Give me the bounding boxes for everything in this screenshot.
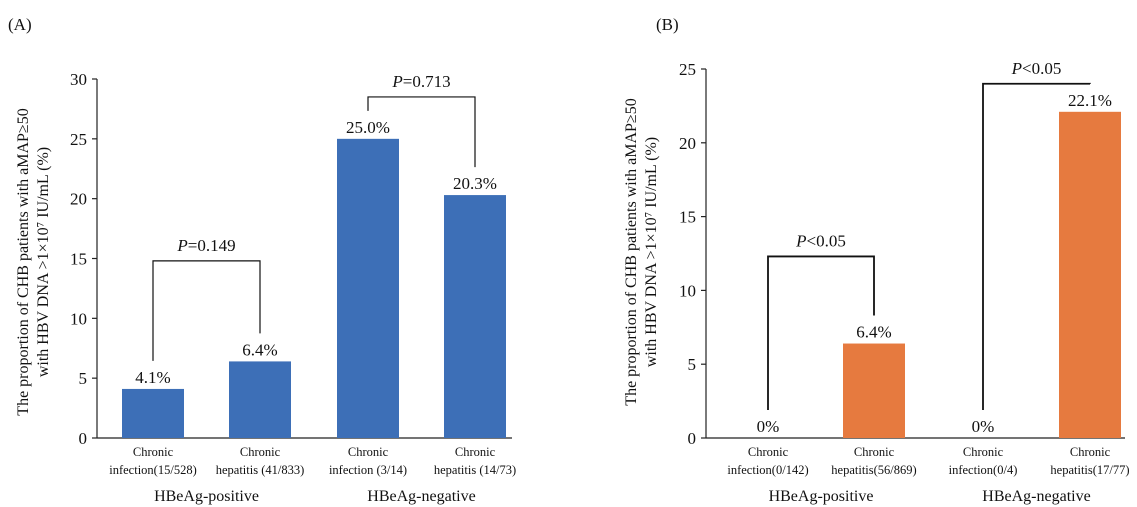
y-tick-label: 25 bbox=[70, 130, 87, 149]
bar-value-label: 0% bbox=[972, 417, 995, 436]
comparison-bracket bbox=[367, 96, 476, 168]
panel-a-ylabel-line2: with HBV DNA >1×10⁷ IU/mL (%) bbox=[35, 147, 52, 377]
y-tick-label: 0 bbox=[79, 429, 88, 448]
x-tick-label-line1: Chronic bbox=[963, 445, 1004, 459]
x-tick-label-line2: hepatitis (14/73) bbox=[434, 463, 516, 477]
comparison-bracket bbox=[152, 260, 261, 361]
x-tick-label-line2: hepatitis(17/77) bbox=[1050, 463, 1129, 477]
bar bbox=[122, 388, 184, 438]
y-tick-label: 15 bbox=[679, 208, 696, 227]
panel-b-data-labels: 0% 6.4% 0% 22.1% bbox=[757, 91, 1112, 436]
x-tick-label-line1: Chronic bbox=[455, 445, 496, 459]
y-tick-label: 30 bbox=[70, 70, 87, 89]
p-value: <0.05 bbox=[1022, 59, 1061, 78]
panel-b-comparisons: P<0.05P<0.05 bbox=[767, 59, 1091, 410]
panel-a: (A) The proportion of CHB patients with … bbox=[8, 15, 516, 505]
y-tick-label: 5 bbox=[79, 369, 88, 388]
x-tick-label-line1: Chronic bbox=[854, 445, 895, 459]
p-value: =0.149 bbox=[188, 236, 236, 255]
bar-value-label: 25.0% bbox=[346, 118, 390, 137]
x-tick-label-line1: Chronic bbox=[1070, 445, 1111, 459]
panel-b-label: (B) bbox=[656, 15, 679, 34]
y-tick-label: 15 bbox=[70, 250, 87, 269]
panel-a-bars bbox=[122, 138, 506, 439]
panel-b: (B) The proportion of CHB patients with … bbox=[623, 15, 1130, 505]
y-tick-label: 25 bbox=[679, 60, 696, 79]
bar-value-label: 22.1% bbox=[1068, 91, 1112, 110]
x-tick-label-line1: Chronic bbox=[748, 445, 789, 459]
x-tick-label-line1: Chronic bbox=[133, 445, 174, 459]
x-tick-label-line2: infection(15/528) bbox=[109, 463, 196, 477]
panel-b-ylabel-line1: The proportion of CHB patients with aMAP… bbox=[623, 98, 640, 405]
bar-value-label: 0% bbox=[757, 417, 780, 436]
group-label: HBeAg-positive bbox=[769, 488, 874, 505]
p-value-label: P<0.05 bbox=[795, 231, 846, 250]
panel-a-label: (A) bbox=[8, 15, 32, 34]
panel-a-y-ticks: 0 5 10 15 20 25 30 bbox=[70, 70, 97, 448]
bar bbox=[1059, 111, 1121, 438]
x-tick-label-line2: hepatitis(56/869) bbox=[831, 463, 916, 477]
bar bbox=[337, 138, 399, 439]
bar bbox=[444, 195, 506, 438]
panel-b-x-labels: Chronic infection(0/142) Chronic hepatitis(… bbox=[727, 445, 1129, 505]
group-label: HBeAg-negative bbox=[367, 488, 475, 505]
y-tick-label: 0 bbox=[688, 429, 697, 448]
y-tick-label: 20 bbox=[679, 134, 696, 153]
p-symbol: P bbox=[1011, 59, 1022, 78]
group-label: HBeAg-negative bbox=[982, 488, 1090, 505]
p-symbol: P bbox=[795, 231, 806, 250]
x-tick-label-line1: Chronic bbox=[348, 445, 389, 459]
y-tick-label: 5 bbox=[688, 355, 697, 374]
p-value-label: P=0.713 bbox=[391, 72, 450, 91]
y-tick-label: 10 bbox=[679, 281, 696, 300]
panel-a-x-labels: Chronic infection(15/528) Chronic hepatitis… bbox=[109, 445, 516, 505]
x-tick-label-line2: infection (3/14) bbox=[329, 463, 407, 477]
bar-value-label: 4.1% bbox=[135, 368, 170, 387]
bar-value-label: 6.4% bbox=[856, 323, 891, 342]
p-symbol: P bbox=[176, 236, 187, 255]
panel-b-bars bbox=[843, 111, 1121, 438]
comparison-bracket bbox=[982, 82, 1091, 410]
p-value-label: P=0.149 bbox=[176, 236, 235, 255]
panel-b-y-ticks: 0 5 10 15 20 25 bbox=[679, 60, 706, 448]
p-symbol: P bbox=[391, 72, 402, 91]
p-value: =0.713 bbox=[403, 72, 451, 91]
bar bbox=[843, 343, 905, 438]
comparison-bracket bbox=[767, 255, 875, 410]
panel-a-ylabel-line1: The proportion of CHB patients with aMAP… bbox=[15, 108, 32, 415]
group-label: HBeAg-positive bbox=[154, 488, 259, 505]
y-tick-label: 20 bbox=[70, 190, 87, 209]
x-tick-label-line2: infection(0/4) bbox=[949, 463, 1018, 477]
x-tick-label-line2: infection(0/142) bbox=[727, 463, 808, 477]
p-value: <0.05 bbox=[807, 231, 846, 250]
x-tick-label-line2: hepatitis (41/833) bbox=[216, 463, 305, 477]
p-value-label: P<0.05 bbox=[1011, 59, 1062, 78]
bar-value-label: 6.4% bbox=[242, 340, 277, 359]
bar-value-label: 20.3% bbox=[453, 174, 497, 193]
panel-b-ylabel-line2: with HBV DNA >1×10⁷ IU/mL (%) bbox=[643, 137, 660, 367]
bar bbox=[229, 361, 291, 438]
panel-a-data-labels: 4.1% 6.4% 25.0% 20.3% bbox=[135, 118, 497, 387]
y-tick-label: 10 bbox=[70, 309, 87, 328]
panel-b-axes bbox=[705, 69, 1125, 439]
x-tick-label-line1: Chronic bbox=[240, 445, 281, 459]
